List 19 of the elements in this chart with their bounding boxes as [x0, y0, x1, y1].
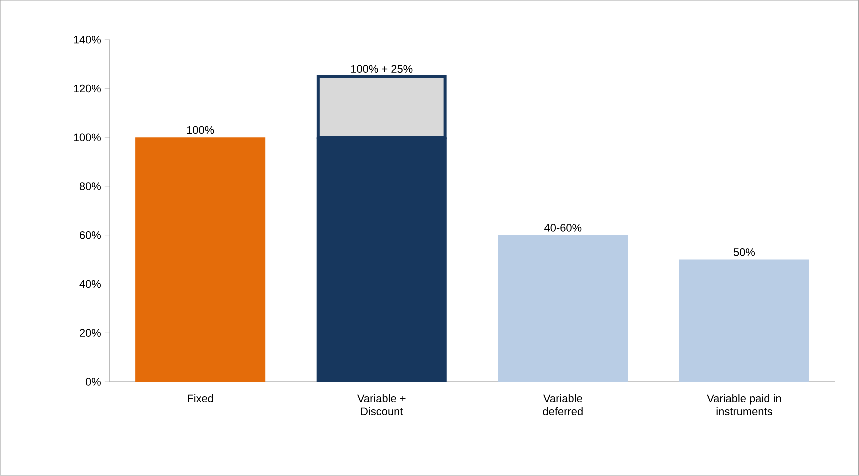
y-tick-label: 80% [80, 182, 101, 190]
x-tick-label: Fixed [188, 394, 214, 403]
bar [679, 260, 810, 382]
x-tick-label: Variable paid in instruments [707, 394, 782, 416]
y-tick-label: 120% [74, 84, 101, 93]
data-label: 50% [734, 248, 756, 256]
y-tick-label: 60% [80, 232, 101, 240]
x-tick-label: Variable + Discount [357, 394, 406, 416]
bar [136, 138, 266, 382]
y-tick-label: 140% [74, 36, 101, 44]
y-tick-label: 100% [74, 134, 101, 142]
y-tick-label: 40% [80, 280, 101, 288]
annotation: 40-60% [544, 224, 582, 232]
annotation: 100% + 25% [351, 65, 413, 74]
x-tick-label: Variable deferred [543, 394, 583, 416]
y-tick-label: 20% [80, 329, 101, 338]
data-label: 100% [187, 126, 214, 134]
bar [498, 235, 628, 382]
y-tick-label: 0% [86, 378, 102, 386]
